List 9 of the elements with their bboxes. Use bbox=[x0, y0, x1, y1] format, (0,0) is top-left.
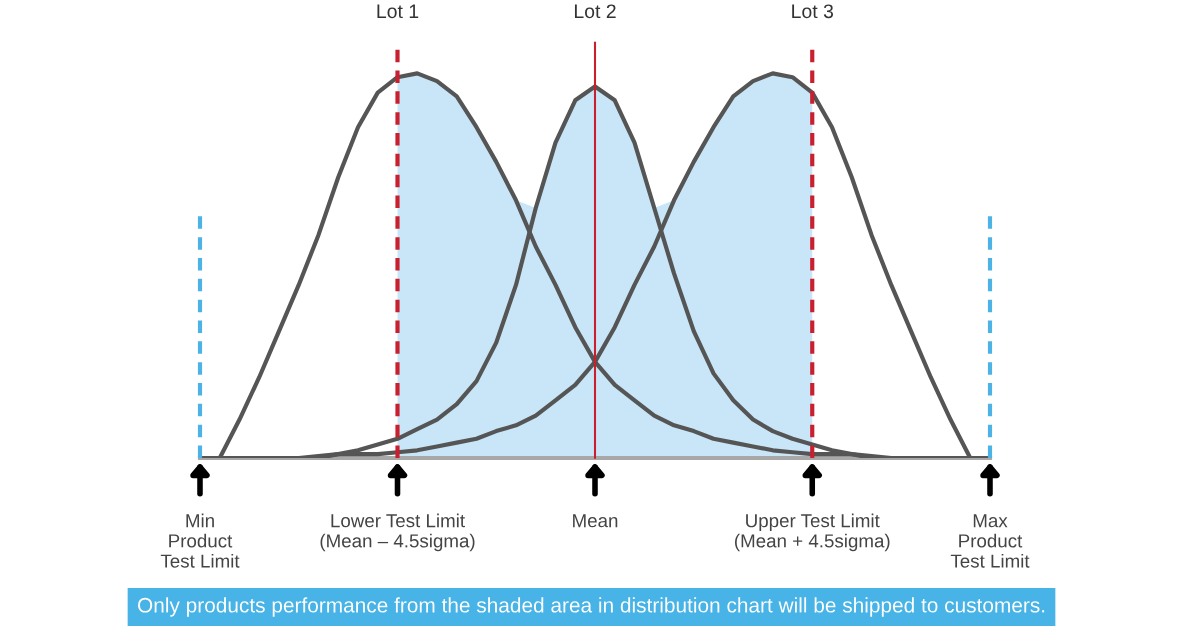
text: Only products performance from the shaded area in distribution chart will be shipped to customers. bbox=[138, 597, 1045, 617]
ref-line-label: Lot 3 bbox=[792, 4, 834, 19]
ref-line-label: Lot 1 bbox=[377, 4, 419, 19]
x-tick-label: Lower Test Limit (Mean – 4.5sigma) bbox=[320, 513, 475, 552]
ref-line-label: Lot 2 bbox=[574, 4, 616, 19]
x-tick-label: Min Product Test Limit bbox=[160, 513, 240, 568]
x-tick-label: Max Product Test Limit bbox=[950, 514, 1030, 568]
x-tick-label: Upper Test Limit (Mean + 4.5sigma) bbox=[735, 513, 890, 552]
x-tick-label: Mean bbox=[573, 514, 618, 528]
